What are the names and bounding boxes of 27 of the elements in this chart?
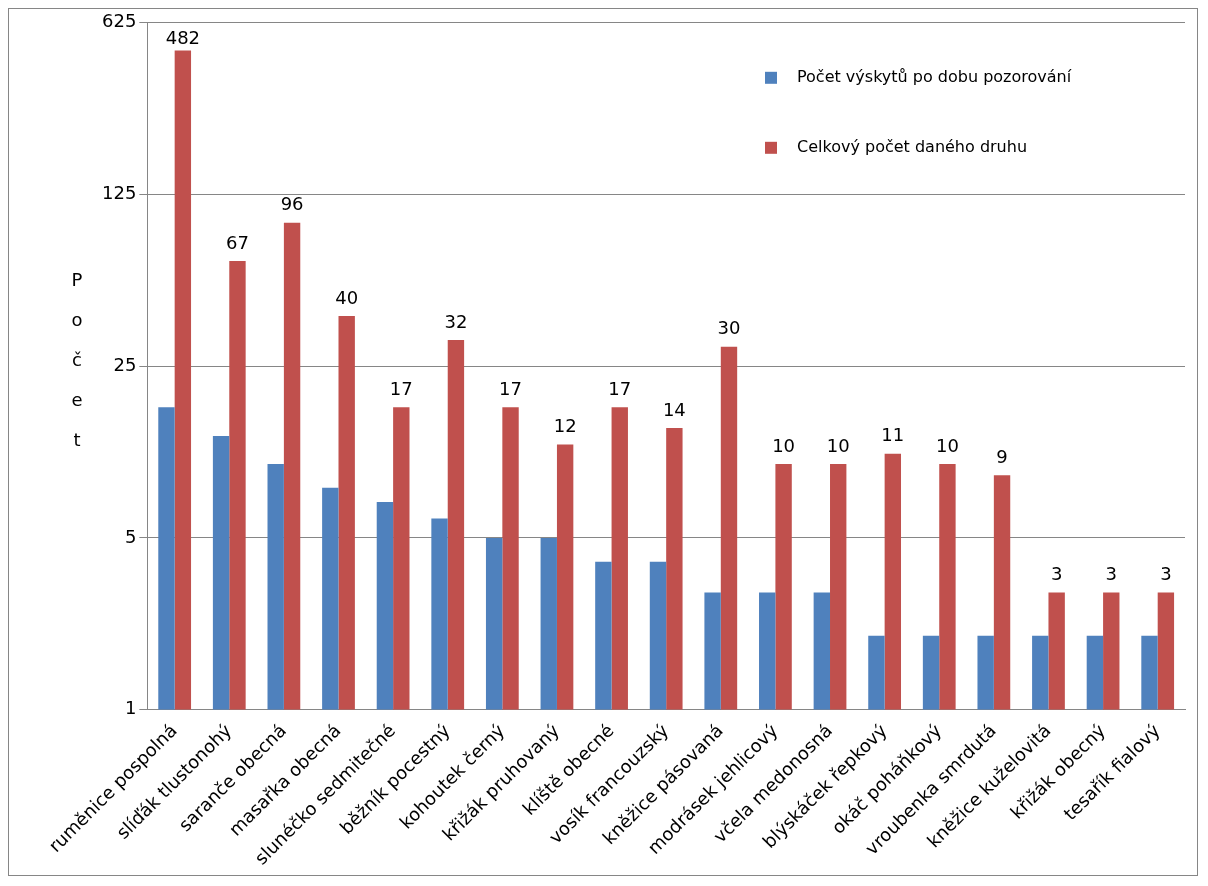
- data-label: 96: [280, 193, 304, 215]
- data-label: 10: [826, 434, 850, 456]
- data-label: 40: [335, 286, 359, 308]
- y-tick-label: 625: [102, 10, 137, 32]
- legend-label: Celkový počet daného druhu: [797, 136, 1028, 156]
- data-label: 10: [772, 434, 796, 456]
- y-tick-label: 1: [124, 697, 137, 719]
- data-label: 67: [226, 231, 249, 253]
- y-tick-label: 5: [124, 525, 137, 547]
- data-label: 10: [935, 434, 959, 456]
- data-label: 32: [444, 310, 468, 332]
- data-label: 3: [1105, 563, 1117, 585]
- data-label: 11: [881, 424, 905, 446]
- y-axis-title: Počet: [71, 268, 83, 450]
- data-label: 482: [165, 27, 201, 49]
- data-label: 3: [1160, 563, 1172, 585]
- data-label: 9: [996, 445, 1008, 467]
- y-tick-label: 25: [113, 353, 137, 375]
- data-label: 3: [1050, 563, 1063, 585]
- data-label: 14: [662, 398, 686, 420]
- data-label: 17: [389, 378, 413, 400]
- data-label: 17: [499, 378, 522, 400]
- y-tick-label: 125: [102, 182, 137, 204]
- data-label: 30: [717, 317, 741, 339]
- legend-label: Počet výskytů po dobu pozorování: [797, 66, 1072, 86]
- data-label: 12: [553, 415, 577, 437]
- data-label: 17: [608, 378, 632, 400]
